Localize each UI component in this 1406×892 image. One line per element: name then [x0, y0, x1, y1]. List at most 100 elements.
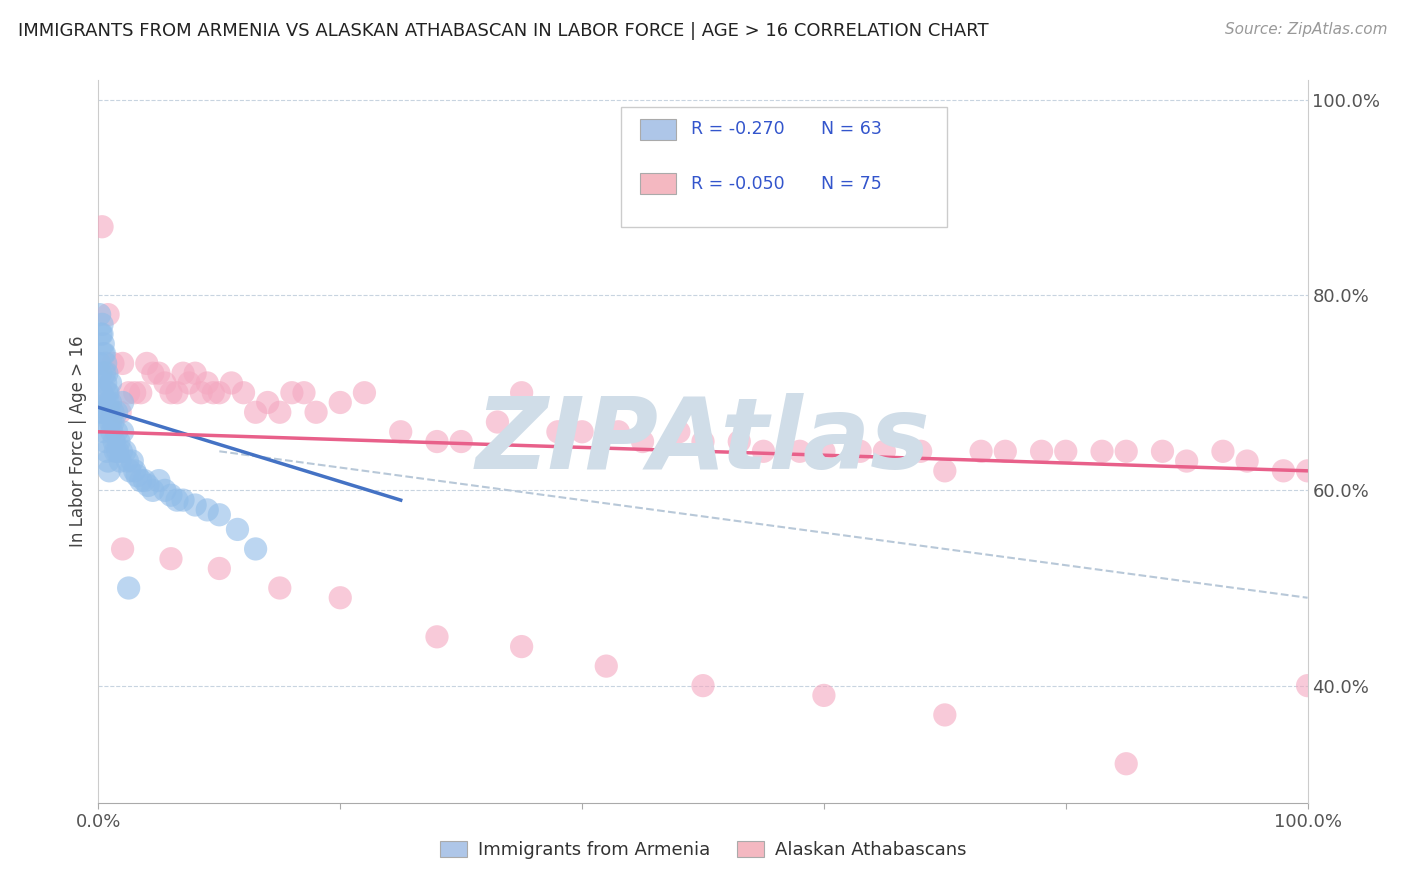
Point: [172, 366, 194, 380]
Point: [87, 415, 110, 429]
Point: [101, 415, 124, 429]
Y-axis label: In Labor Force | Age > 16: In Labor Force | Age > 16: [69, 335, 87, 548]
Point: [1296, 464, 1319, 478]
Point: [692, 434, 714, 449]
Point: [111, 356, 134, 370]
Point: [1115, 444, 1137, 458]
Point: [256, 395, 278, 409]
Point: [89, 356, 111, 370]
Point: [97, 385, 120, 400]
Point: [226, 523, 249, 537]
Text: R = -0.050: R = -0.050: [690, 175, 785, 193]
Text: Source: ZipAtlas.com: Source: ZipAtlas.com: [1225, 22, 1388, 37]
Point: [90, 327, 112, 342]
Point: [208, 508, 231, 522]
Point: [160, 551, 183, 566]
Point: [91, 318, 114, 332]
Point: [107, 444, 129, 458]
Point: [100, 415, 122, 429]
Point: [232, 385, 254, 400]
Point: [692, 679, 714, 693]
Point: [97, 308, 120, 322]
Point: [910, 444, 932, 458]
Point: [353, 385, 375, 400]
Point: [970, 444, 993, 458]
Point: [118, 464, 141, 478]
Point: [281, 385, 304, 400]
Point: [426, 434, 449, 449]
Point: [595, 659, 617, 673]
Point: [269, 581, 291, 595]
Point: [111, 395, 134, 409]
Point: [208, 385, 231, 400]
Point: [329, 591, 352, 605]
Point: [129, 385, 152, 400]
Point: [111, 541, 134, 556]
Point: [114, 444, 136, 458]
Point: [94, 434, 117, 449]
Point: [108, 405, 131, 419]
Point: [142, 483, 165, 498]
Point: [98, 464, 121, 478]
Point: [1272, 464, 1295, 478]
Point: [752, 444, 775, 458]
Point: [1031, 444, 1053, 458]
Text: R = -0.270: R = -0.270: [690, 120, 785, 138]
Point: [101, 356, 124, 370]
Point: [160, 385, 183, 400]
Point: [1296, 679, 1319, 693]
Point: [208, 561, 231, 575]
Point: [118, 581, 141, 595]
Point: [789, 444, 811, 458]
Point: [108, 434, 131, 449]
Point: [94, 356, 117, 370]
Point: [292, 385, 315, 400]
Point: [195, 503, 218, 517]
Point: [124, 385, 146, 400]
Point: [103, 434, 125, 449]
Point: [105, 425, 128, 439]
Point: [96, 385, 118, 400]
Legend: Immigrants from Armenia, Alaskan Athabascans: Immigrants from Armenia, Alaskan Athabas…: [433, 833, 973, 866]
Point: [117, 454, 139, 468]
Point: [135, 356, 157, 370]
Point: [97, 454, 120, 468]
Point: [100, 395, 122, 409]
FancyBboxPatch shape: [621, 107, 948, 227]
Text: IMMIGRANTS FROM ARMENIA VS ALASKAN ATHABASCAN IN LABOR FORCE | AGE > 16 CORRELAT: IMMIGRANTS FROM ARMENIA VS ALASKAN ATHAB…: [18, 22, 988, 40]
Point: [1236, 454, 1258, 468]
Point: [105, 405, 128, 419]
Point: [389, 425, 412, 439]
Point: [127, 468, 149, 483]
Point: [849, 444, 872, 458]
Point: [91, 337, 114, 351]
Point: [93, 346, 115, 360]
Point: [91, 385, 114, 400]
Point: [329, 395, 352, 409]
Point: [1115, 756, 1137, 771]
Point: [93, 366, 115, 380]
Point: [90, 405, 112, 419]
Point: [813, 444, 835, 458]
Point: [195, 376, 218, 390]
Point: [166, 493, 188, 508]
Point: [934, 707, 956, 722]
Point: [1054, 444, 1077, 458]
Point: [153, 376, 176, 390]
Point: [148, 366, 170, 380]
Point: [111, 425, 134, 439]
Point: [1175, 454, 1198, 468]
Point: [631, 434, 654, 449]
Point: [172, 493, 194, 508]
Point: [97, 395, 120, 409]
Point: [184, 498, 207, 512]
Point: [245, 541, 267, 556]
Point: [426, 630, 449, 644]
Point: [91, 219, 114, 234]
Point: [104, 444, 127, 458]
Point: [96, 444, 118, 458]
Point: [269, 405, 291, 419]
Point: [153, 483, 176, 498]
Point: [166, 385, 188, 400]
Point: [91, 327, 114, 342]
